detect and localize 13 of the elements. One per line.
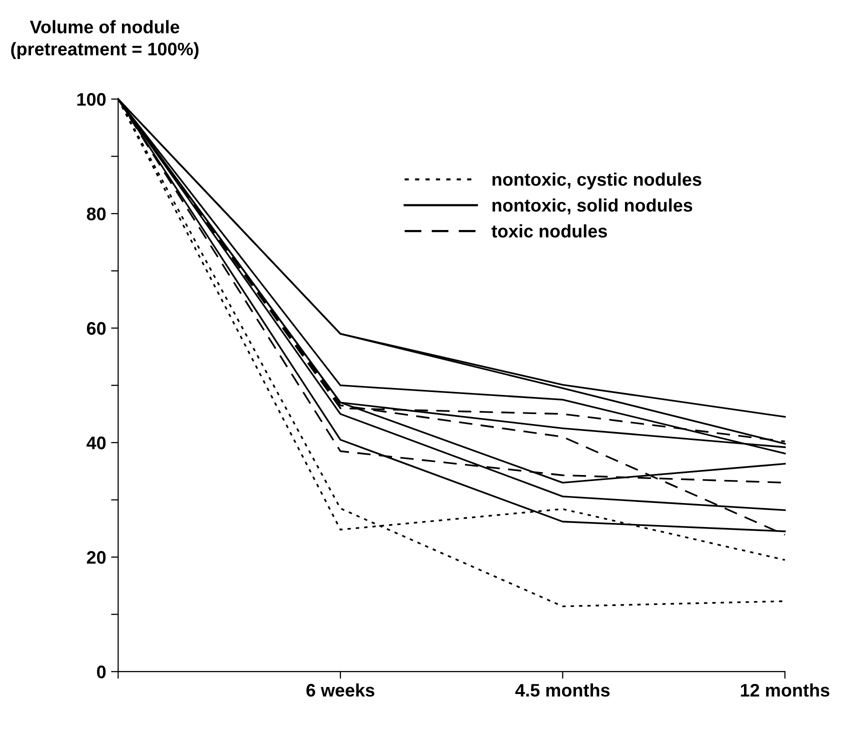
legend-label: nontoxic, solid nodules bbox=[492, 198, 692, 214]
y-tick-label: 100 bbox=[77, 93, 106, 106]
y-tick-label: 40 bbox=[86, 436, 106, 450]
x-tick-label: 12 months bbox=[740, 683, 830, 697]
legend-label: toxic nodules bbox=[492, 224, 607, 238]
x-tick-label: 4.5 months bbox=[515, 683, 610, 697]
legend-label: nontoxic, cystic nodules bbox=[492, 172, 702, 190]
x-tick-label: 6 weeks bbox=[306, 683, 374, 697]
y-axis-title: Volume of nodule (pretreatment = 100%) bbox=[11, 20, 199, 60]
y-tick-label: 60 bbox=[86, 322, 106, 335]
y-tick-label: 20 bbox=[86, 551, 106, 564]
y-tick-label: 0 bbox=[97, 666, 106, 678]
y-tick-label: 80 bbox=[86, 208, 106, 220]
